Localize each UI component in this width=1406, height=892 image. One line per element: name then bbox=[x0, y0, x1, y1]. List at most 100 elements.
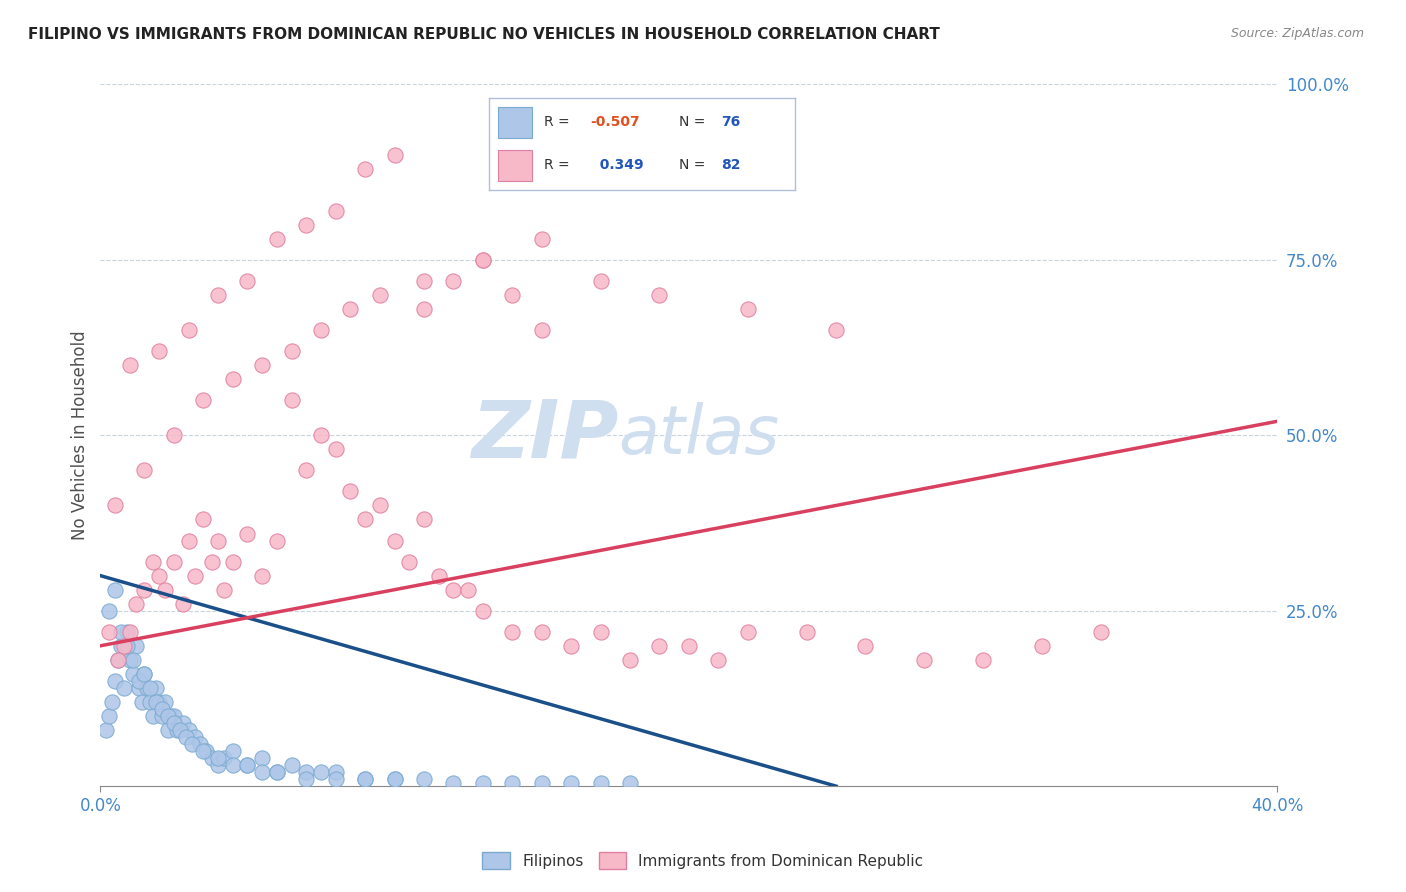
Point bbox=[112, 639, 135, 653]
Point bbox=[413, 772, 436, 786]
Point bbox=[354, 772, 377, 786]
Text: Source: ZipAtlas.com: Source: ZipAtlas.com bbox=[1230, 27, 1364, 40]
Point bbox=[96, 723, 118, 737]
Point bbox=[325, 765, 347, 780]
Point bbox=[163, 709, 186, 723]
Point bbox=[183, 730, 205, 744]
Point bbox=[339, 301, 361, 316]
Point bbox=[309, 323, 332, 337]
Point bbox=[201, 751, 224, 765]
Point bbox=[678, 639, 700, 653]
Point bbox=[128, 673, 150, 688]
Point bbox=[160, 709, 183, 723]
Point bbox=[157, 723, 180, 737]
Point bbox=[972, 653, 994, 667]
Point bbox=[166, 723, 188, 737]
Point bbox=[177, 323, 200, 337]
Point bbox=[207, 751, 229, 765]
Point bbox=[737, 624, 759, 639]
Y-axis label: No Vehicles in Household: No Vehicles in Household bbox=[72, 330, 89, 540]
Point bbox=[413, 274, 436, 288]
Point bbox=[619, 775, 641, 789]
Point bbox=[163, 716, 186, 731]
Point bbox=[295, 218, 318, 232]
Point bbox=[413, 301, 436, 316]
Point bbox=[134, 666, 156, 681]
Point bbox=[136, 681, 159, 695]
Point bbox=[193, 744, 215, 758]
Point bbox=[134, 582, 156, 597]
Point bbox=[115, 639, 138, 653]
Point bbox=[560, 775, 582, 789]
Point bbox=[236, 758, 259, 772]
Point bbox=[443, 775, 465, 789]
Point bbox=[195, 744, 218, 758]
Point bbox=[107, 653, 129, 667]
Point bbox=[148, 344, 170, 359]
Point bbox=[530, 323, 553, 337]
Point bbox=[222, 372, 245, 386]
Point bbox=[471, 775, 494, 789]
Point bbox=[295, 772, 318, 786]
Point bbox=[222, 555, 245, 569]
Point bbox=[398, 555, 420, 569]
Point bbox=[471, 604, 494, 618]
Point bbox=[796, 624, 818, 639]
Point bbox=[172, 597, 194, 611]
Point bbox=[354, 512, 377, 526]
Point bbox=[177, 533, 200, 548]
Point bbox=[207, 288, 229, 302]
Point bbox=[101, 695, 124, 709]
Point bbox=[384, 147, 406, 161]
Point bbox=[471, 252, 494, 267]
Point bbox=[201, 555, 224, 569]
Point bbox=[309, 428, 332, 442]
Point bbox=[193, 393, 215, 408]
Point bbox=[384, 533, 406, 548]
Point bbox=[169, 723, 191, 737]
Point bbox=[139, 681, 162, 695]
Point bbox=[457, 582, 479, 597]
Point bbox=[153, 695, 176, 709]
Point bbox=[118, 653, 141, 667]
Point bbox=[648, 639, 671, 653]
Point bbox=[157, 709, 180, 723]
Point bbox=[212, 582, 235, 597]
Point bbox=[560, 639, 582, 653]
Point bbox=[104, 582, 127, 597]
Point bbox=[207, 533, 229, 548]
Point bbox=[737, 301, 759, 316]
Point bbox=[134, 666, 156, 681]
Point bbox=[163, 428, 186, 442]
Point bbox=[648, 288, 671, 302]
Point bbox=[222, 758, 245, 772]
Point bbox=[174, 730, 197, 744]
Point bbox=[384, 772, 406, 786]
Point bbox=[280, 393, 302, 408]
Point bbox=[501, 624, 523, 639]
Point bbox=[530, 775, 553, 789]
Point bbox=[190, 737, 212, 751]
Point bbox=[104, 673, 127, 688]
Point bbox=[148, 695, 170, 709]
Point bbox=[124, 597, 146, 611]
Point bbox=[107, 653, 129, 667]
Point bbox=[266, 232, 288, 246]
Point bbox=[163, 555, 186, 569]
Point bbox=[118, 624, 141, 639]
Point bbox=[104, 499, 127, 513]
Point bbox=[150, 702, 173, 716]
Point bbox=[471, 252, 494, 267]
Point bbox=[183, 568, 205, 582]
Point bbox=[118, 358, 141, 372]
Point bbox=[1090, 624, 1112, 639]
Point bbox=[110, 624, 132, 639]
Point bbox=[236, 274, 259, 288]
Point bbox=[427, 568, 450, 582]
Point bbox=[266, 765, 288, 780]
Point bbox=[134, 463, 156, 477]
Text: ZIP: ZIP bbox=[471, 396, 619, 475]
Point bbox=[280, 758, 302, 772]
Point bbox=[368, 499, 391, 513]
Point bbox=[131, 695, 153, 709]
